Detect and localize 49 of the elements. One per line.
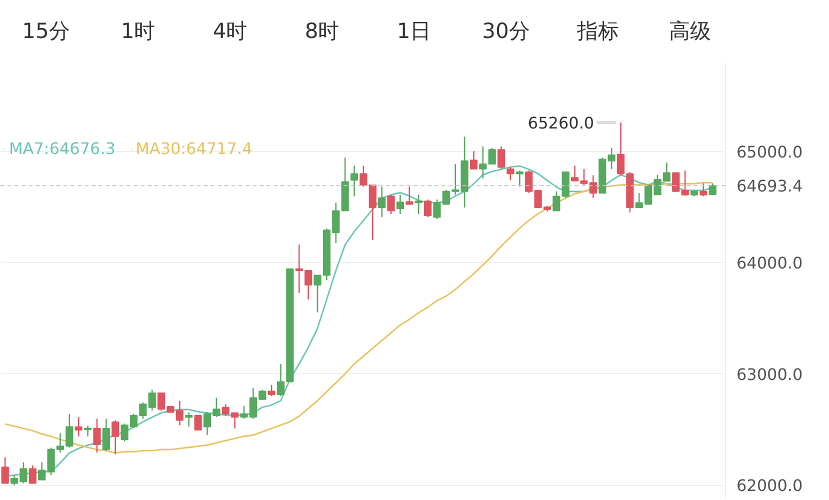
y-tick-label: 64000.0 (736, 254, 803, 273)
candlestick (516, 170, 524, 188)
candlestick (570, 165, 579, 182)
legend-label: MA7:64676.3 (9, 139, 116, 158)
candlestick (470, 150, 478, 170)
candlestick (396, 194, 404, 215)
candlestick (1, 456, 9, 484)
candlestick (194, 415, 202, 430)
text: 15分 (21, 18, 71, 45)
text: 指标 (576, 18, 620, 45)
candlestick (424, 198, 432, 218)
text: 高级 (668, 18, 712, 45)
candlestick (506, 166, 514, 181)
legend-label: MA30:64717.4 (136, 139, 252, 158)
candlestick (295, 244, 303, 294)
y-tick-label: 62000.0 (736, 476, 803, 496)
ref-line-label: 64693.4 (736, 176, 803, 196)
candlestick (497, 146, 506, 170)
candlestick (268, 384, 276, 397)
candlestick (488, 147, 496, 165)
candlestick (148, 389, 156, 412)
candlestick (93, 418, 101, 454)
candlestick (378, 186, 386, 218)
candlestick (84, 425, 92, 438)
candlestick (28, 464, 36, 484)
candlestick (672, 172, 680, 192)
candlestick (406, 186, 414, 205)
candlestick (185, 412, 193, 428)
candlestick (552, 190, 560, 212)
candlestick (608, 147, 616, 170)
text: 4时 (212, 18, 248, 45)
candlestick (304, 270, 312, 300)
candlestick (387, 194, 395, 215)
candlestick (479, 146, 487, 180)
y-tick-label: 65000.0 (736, 142, 803, 162)
candlestick (350, 165, 358, 197)
candlestick (414, 194, 422, 215)
y-tick-label: 63000.0 (736, 364, 803, 384)
candlestick (112, 420, 120, 455)
candlestick (700, 182, 708, 197)
candlestick (74, 416, 82, 438)
annotation: 65260.0 (528, 114, 594, 133)
candlestick (102, 418, 110, 452)
candlestick (681, 170, 689, 196)
text: 8时 (304, 18, 340, 45)
text: 30分 (481, 18, 531, 45)
candlestick (708, 182, 716, 196)
text: 1时 (120, 18, 156, 45)
text: 1日 (396, 18, 432, 45)
